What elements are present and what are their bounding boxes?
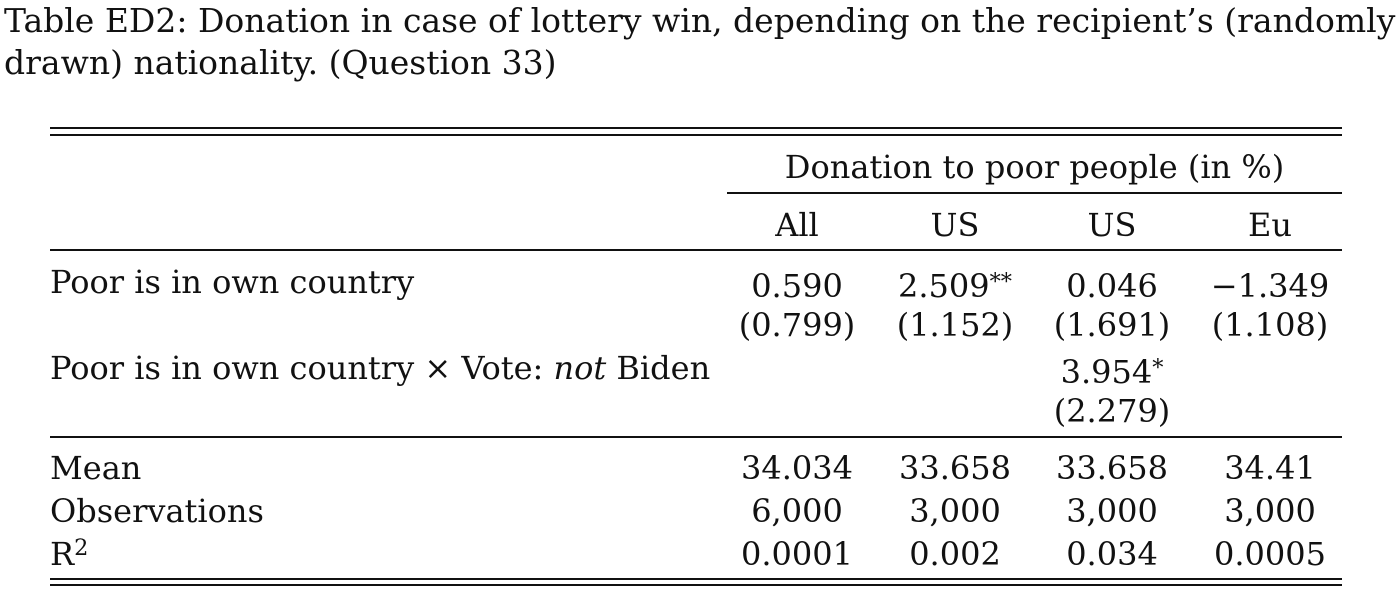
spanner-rule — [727, 192, 1342, 194]
column-spanner-header: Donation to poor people (in %) — [784, 148, 1285, 186]
se-own-country-all: (0.799) — [738, 306, 856, 344]
row-label-mean: Mean — [50, 449, 142, 487]
se-own-country-us-1: (1.152) — [896, 306, 1014, 344]
regression-table: Donation to poor people (in %) All US US… — [50, 0, 1342, 592]
mean-us-1: 33.658 — [899, 449, 1011, 487]
top-rule — [50, 127, 1342, 129]
coef-interaction-us-2: 3.954* — [1060, 352, 1164, 391]
row-label-own-country: Poor is in own country — [50, 263, 415, 301]
mean-us-2: 33.658 — [1056, 449, 1168, 487]
body-rule — [50, 436, 1342, 438]
observations-us-1: 3,000 — [909, 492, 1001, 530]
column-header-eu: Eu — [1248, 206, 1292, 244]
table-caption: Table ED2: Donation in case of lottery w… — [4, 0, 1396, 84]
se-interaction-us-2: (2.279) — [1053, 392, 1171, 430]
coef-own-country-all: 0.590 — [751, 266, 843, 305]
observations-eu: 3,000 — [1224, 492, 1316, 530]
observations-all: 6,000 — [751, 492, 843, 530]
se-own-country-us-2: (1.691) — [1053, 306, 1171, 344]
r-squared-eu: 0.0005 — [1214, 535, 1326, 573]
r-squared-us-1: 0.002 — [909, 535, 1001, 573]
bottom-rule-outer — [50, 584, 1342, 586]
column-header-all: All — [775, 206, 819, 244]
mean-eu: 34.41 — [1224, 449, 1316, 487]
bottom-rule — [50, 578, 1342, 580]
r-squared-all: 0.0001 — [741, 535, 853, 573]
row-label-observations: Observations — [50, 492, 264, 530]
coef-own-country-us-1: 2.509** — [898, 266, 1012, 305]
caption-line-1: Table ED2: Donation in case of lottery w… — [4, 1, 1396, 40]
coef-own-country-us-2: 0.046 — [1066, 266, 1158, 305]
caption-line-2: drawn) nationality. (Question 33) — [4, 43, 557, 82]
coef-own-country-eu: −1.349 — [1210, 266, 1330, 305]
observations-us-2: 3,000 — [1066, 492, 1158, 530]
se-own-country-eu: (1.108) — [1211, 306, 1329, 344]
column-header-us-1: US — [930, 206, 980, 244]
row-label-interaction: Poor is in own country × Vote: not Biden — [50, 349, 711, 387]
header-rule — [50, 249, 1342, 251]
top-rule-inner — [50, 134, 1342, 136]
r-squared-us-2: 0.034 — [1066, 535, 1158, 573]
mean-all: 34.034 — [741, 449, 853, 487]
column-header-us-2: US — [1087, 206, 1137, 244]
row-label-r-squared: R2 — [50, 534, 89, 573]
